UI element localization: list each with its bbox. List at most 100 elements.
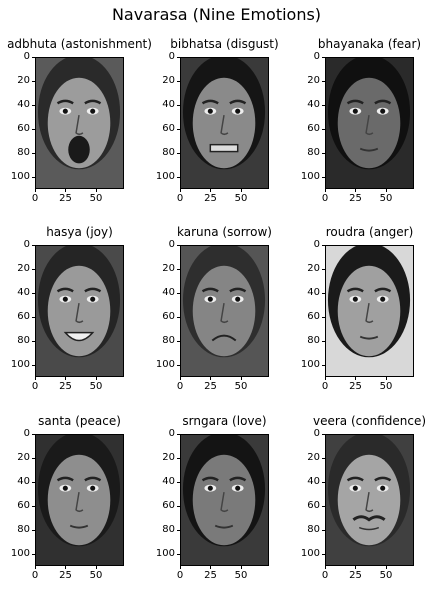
panel-title: veera (confidence) (312, 414, 427, 428)
x-tick-mark (95, 189, 97, 192)
x-tick-label: 25 (349, 570, 362, 581)
y-tick-label: 20 (17, 452, 30, 463)
y-tick-label: 60 (17, 500, 30, 511)
x-tick-mark (325, 566, 326, 569)
x-tick-label: 50 (89, 193, 103, 204)
image-panel (325, 245, 414, 377)
x-tick-label: 25 (349, 193, 362, 204)
y-tick-label: 80 (162, 335, 175, 346)
panel-title: hasya (joy) (46, 225, 113, 239)
y-tick-label: 20 (307, 263, 320, 274)
y-tick-mark (177, 129, 180, 130)
x-tick-label: 25 (204, 570, 217, 581)
x-tick-mark (180, 189, 181, 192)
y-tick-label: 0 (168, 239, 175, 250)
x-tick-label: 50 (379, 193, 393, 204)
y-tick-label: 100 (10, 171, 30, 182)
y-tick-mark (177, 365, 180, 366)
y-tick-mark (322, 269, 325, 270)
y-tick-label: 0 (23, 239, 30, 250)
y-tick-mark (322, 365, 325, 366)
y-tick-label: 40 (307, 287, 320, 298)
y-tick-label: 20 (162, 263, 175, 274)
x-tick-label: 50 (234, 193, 248, 204)
y-tick-mark (32, 365, 35, 366)
x-tick-label: 0 (176, 193, 184, 204)
y-tick-label: 20 (307, 75, 320, 86)
y-tick-label: 60 (162, 500, 175, 511)
y-tick-mark (32, 81, 35, 82)
y-tick-label: 60 (162, 311, 175, 322)
y-tick-mark (32, 482, 35, 483)
x-tick-label: 25 (59, 381, 72, 392)
y-tick-mark (32, 105, 35, 106)
y-tick-mark (322, 153, 325, 154)
y-tick-mark (32, 554, 35, 555)
x-tick-mark (355, 189, 357, 192)
y-tick-mark (32, 506, 35, 507)
x-tick-mark (210, 189, 212, 192)
x-tick-mark (65, 566, 67, 569)
panel-title: santa (peace) (38, 414, 121, 428)
x-tick-label: 25 (59, 193, 72, 204)
y-tick-label: 100 (155, 171, 175, 182)
y-tick-label: 60 (17, 123, 30, 134)
y-tick-mark (322, 506, 325, 507)
y-tick-label: 40 (162, 287, 175, 298)
y-tick-mark (322, 81, 325, 82)
y-tick-mark (177, 317, 180, 318)
y-tick-label: 60 (307, 123, 320, 134)
x-tick-label: 0 (31, 381, 39, 392)
face-image (326, 435, 413, 565)
x-tick-label: 50 (379, 381, 393, 392)
x-tick-label: 25 (204, 193, 217, 204)
x-tick-mark (385, 566, 387, 569)
panel-title: karuna (sorrow) (177, 225, 272, 239)
y-tick-label: 100 (10, 548, 30, 559)
face-image (36, 58, 123, 188)
y-tick-label: 80 (307, 524, 320, 535)
y-tick-label: 40 (162, 99, 175, 110)
figure-title: Navarasa (Nine Emotions) (111, 5, 322, 24)
y-tick-label: 100 (300, 171, 320, 182)
y-tick-mark (32, 293, 35, 294)
face-image (36, 246, 123, 376)
y-tick-label: 40 (162, 476, 175, 487)
y-tick-label: 100 (10, 359, 30, 370)
y-tick-label: 80 (162, 147, 175, 158)
y-tick-mark (322, 293, 325, 294)
x-tick-label: 25 (349, 381, 362, 392)
x-tick-label: 0 (321, 193, 329, 204)
y-tick-mark (322, 530, 325, 531)
y-tick-mark (177, 105, 180, 106)
y-tick-label: 0 (23, 428, 30, 439)
face-image (181, 246, 268, 376)
face-image (181, 435, 268, 565)
x-tick-mark (210, 566, 212, 569)
x-tick-mark (240, 189, 242, 192)
image-panel (180, 434, 269, 566)
y-tick-mark (322, 177, 325, 178)
panel-title: roudra (anger) (325, 225, 414, 239)
x-tick-label: 0 (321, 570, 329, 581)
y-tick-mark (177, 530, 180, 531)
y-tick-mark (177, 153, 180, 154)
y-tick-label: 80 (307, 147, 320, 158)
y-tick-mark (32, 341, 35, 342)
y-tick-label: 60 (307, 500, 320, 511)
y-tick-mark (177, 506, 180, 507)
y-tick-mark (177, 434, 180, 435)
x-tick-mark (35, 189, 36, 192)
x-tick-mark (65, 377, 67, 380)
x-tick-label: 0 (176, 570, 184, 581)
y-tick-mark (32, 245, 35, 246)
image-panel (35, 57, 124, 189)
y-tick-mark (177, 57, 180, 58)
y-tick-label: 80 (17, 335, 30, 346)
y-tick-mark (322, 317, 325, 318)
y-tick-label: 0 (168, 51, 175, 62)
face-image (181, 58, 268, 188)
y-tick-label: 0 (313, 239, 320, 250)
y-tick-mark (322, 245, 325, 246)
y-tick-mark (32, 57, 35, 58)
